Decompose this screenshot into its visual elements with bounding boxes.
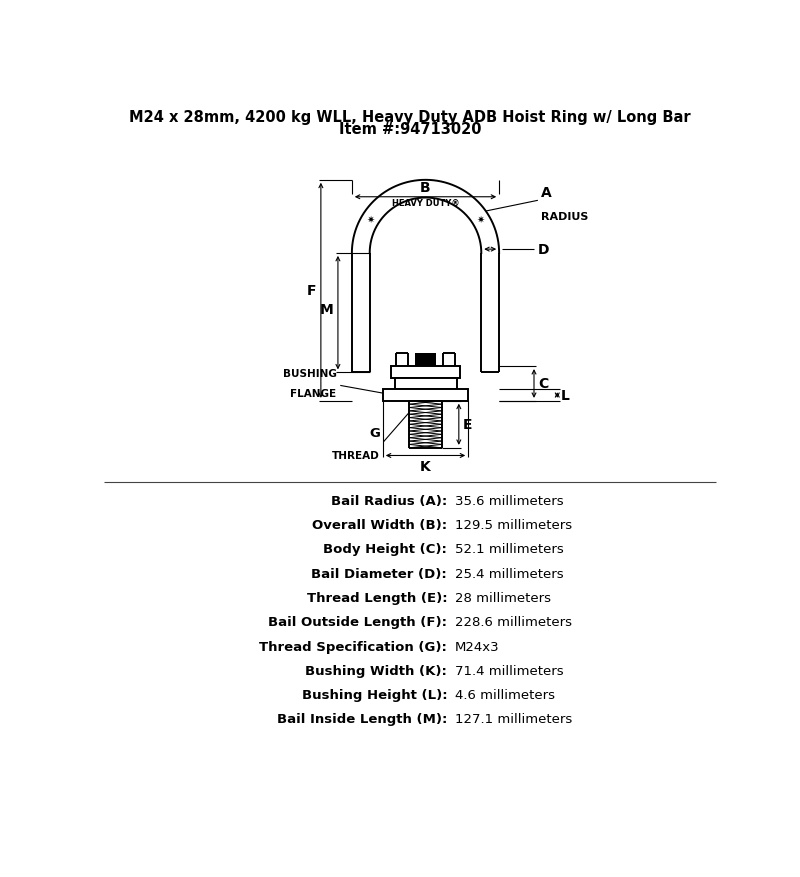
Text: 35.6 millimeters: 35.6 millimeters bbox=[455, 495, 563, 508]
Text: ✷: ✷ bbox=[366, 215, 374, 225]
Text: THREAD: THREAD bbox=[332, 451, 380, 460]
Text: RADIUS: RADIUS bbox=[541, 212, 588, 222]
Text: D: D bbox=[538, 243, 550, 257]
Text: A: A bbox=[541, 186, 552, 200]
Text: 28 millimeters: 28 millimeters bbox=[455, 591, 551, 604]
Bar bbox=[394, 379, 457, 389]
Text: Bail Outside Length (F):: Bail Outside Length (F): bbox=[268, 616, 447, 629]
Text: Bushing Width (K):: Bushing Width (K): bbox=[306, 664, 447, 677]
Text: Bail Radius (A):: Bail Radius (A): bbox=[331, 495, 447, 508]
Text: G: G bbox=[369, 427, 380, 439]
Text: Thread Specification (G):: Thread Specification (G): bbox=[259, 640, 447, 652]
Text: M24 x 28mm, 4200 kg WLL, Heavy Duty ADB Hoist Ring w/ Long Bar: M24 x 28mm, 4200 kg WLL, Heavy Duty ADB … bbox=[129, 110, 691, 125]
Text: ✷: ✷ bbox=[476, 215, 485, 225]
Text: 228.6 millimeters: 228.6 millimeters bbox=[455, 616, 572, 629]
Text: E: E bbox=[462, 417, 472, 431]
Text: L: L bbox=[561, 389, 570, 403]
Text: B: B bbox=[420, 181, 431, 195]
Bar bbox=[383, 389, 468, 402]
Text: FLANGE: FLANGE bbox=[290, 389, 336, 398]
Bar bbox=[390, 367, 460, 379]
Text: Item #:94713020: Item #:94713020 bbox=[338, 122, 482, 137]
Text: 129.5 millimeters: 129.5 millimeters bbox=[455, 518, 572, 531]
Text: 127.1 millimeters: 127.1 millimeters bbox=[455, 712, 572, 725]
Text: 52.1 millimeters: 52.1 millimeters bbox=[455, 543, 564, 556]
Text: BUSHING: BUSHING bbox=[282, 369, 336, 379]
Text: 4.6 millimeters: 4.6 millimeters bbox=[455, 688, 555, 702]
Text: K: K bbox=[420, 460, 431, 474]
Text: C: C bbox=[538, 377, 549, 391]
Bar bbox=[414, 353, 436, 367]
Text: 71.4 millimeters: 71.4 millimeters bbox=[455, 664, 563, 677]
Text: Bushing Height (L):: Bushing Height (L): bbox=[302, 688, 447, 702]
Text: 25.4 millimeters: 25.4 millimeters bbox=[455, 567, 563, 580]
Text: M24x3: M24x3 bbox=[455, 640, 499, 652]
Text: Thread Length (E):: Thread Length (E): bbox=[306, 591, 447, 604]
Text: HEAVY DUTY®: HEAVY DUTY® bbox=[392, 199, 459, 208]
Text: Bail Diameter (D):: Bail Diameter (D): bbox=[311, 567, 447, 580]
Text: F: F bbox=[306, 284, 316, 298]
Text: Overall Width (B):: Overall Width (B): bbox=[312, 518, 447, 531]
Text: Bail Inside Length (M):: Bail Inside Length (M): bbox=[277, 712, 447, 725]
Text: M: M bbox=[319, 303, 334, 317]
Text: Body Height (C):: Body Height (C): bbox=[323, 543, 447, 556]
